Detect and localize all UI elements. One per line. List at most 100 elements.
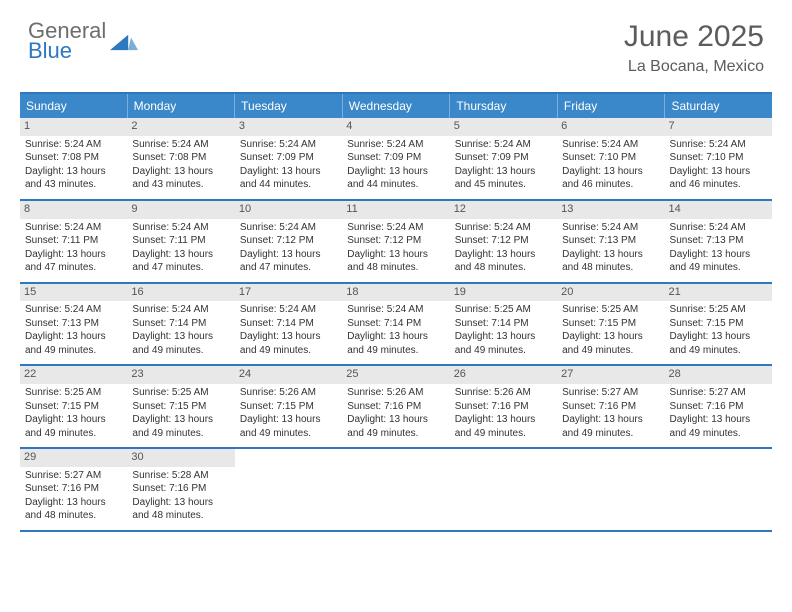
daylight-label: and 49 minutes. bbox=[347, 345, 444, 358]
daylight-label: and 49 minutes. bbox=[670, 345, 767, 358]
calendar-day: 8Sunrise: 5:24 AMSunset: 7:11 PMDaylight… bbox=[20, 201, 127, 282]
daylight-label: and 48 minutes. bbox=[455, 262, 552, 275]
day-number: 1 bbox=[20, 118, 127, 136]
day-number: 22 bbox=[20, 366, 127, 384]
sunrise-label: Sunrise: 5:24 AM bbox=[25, 139, 122, 152]
sunset-label: Sunset: 7:10 PM bbox=[670, 152, 767, 165]
daylight-label: Daylight: 13 hours bbox=[132, 414, 229, 427]
daylight-label: Daylight: 13 hours bbox=[240, 166, 337, 179]
daylight-label: Daylight: 13 hours bbox=[240, 331, 337, 344]
day-number: 30 bbox=[127, 449, 234, 467]
daylight-label: and 48 minutes. bbox=[132, 510, 229, 523]
calendar-day: 22Sunrise: 5:25 AMSunset: 7:15 PMDayligh… bbox=[20, 366, 127, 447]
sunset-label: Sunset: 7:11 PM bbox=[25, 235, 122, 248]
calendar-week: 1Sunrise: 5:24 AMSunset: 7:08 PMDaylight… bbox=[20, 118, 772, 201]
sunrise-label: Sunrise: 5:27 AM bbox=[562, 387, 659, 400]
calendar-day-empty bbox=[557, 449, 664, 530]
daylight-label: and 47 minutes. bbox=[240, 262, 337, 275]
daylight-label: and 48 minutes. bbox=[25, 510, 122, 523]
sunset-label: Sunset: 7:16 PM bbox=[132, 483, 229, 496]
weekday-header: Wednesday bbox=[343, 94, 451, 118]
daylight-label: Daylight: 13 hours bbox=[132, 249, 229, 262]
sunrise-label: Sunrise: 5:27 AM bbox=[25, 470, 122, 483]
daylight-label: Daylight: 13 hours bbox=[455, 414, 552, 427]
daylight-label: Daylight: 13 hours bbox=[240, 249, 337, 262]
sunset-label: Sunset: 7:09 PM bbox=[347, 152, 444, 165]
calendar-day: 23Sunrise: 5:25 AMSunset: 7:15 PMDayligh… bbox=[127, 366, 234, 447]
daylight-label: Daylight: 13 hours bbox=[25, 497, 122, 510]
sunrise-label: Sunrise: 5:24 AM bbox=[670, 139, 767, 152]
daylight-label: Daylight: 13 hours bbox=[670, 331, 767, 344]
day-number: 28 bbox=[665, 366, 772, 384]
calendar-day: 26Sunrise: 5:26 AMSunset: 7:16 PMDayligh… bbox=[450, 366, 557, 447]
day-number: 24 bbox=[235, 366, 342, 384]
day-number: 19 bbox=[450, 284, 557, 302]
daylight-label: and 49 minutes. bbox=[25, 345, 122, 358]
calendar-day: 10 Sunrise: 5:24 AMSunset: 7:12 PMDayligh… bbox=[235, 201, 342, 282]
sunset-label: Sunset: 7:14 PM bbox=[455, 318, 552, 331]
sunrise-label: Sunrise: 5:25 AM bbox=[562, 304, 659, 317]
sunrise-label: Sunrise: 5:25 AM bbox=[132, 387, 229, 400]
daylight-label: and 49 minutes. bbox=[132, 345, 229, 358]
sunset-label: Sunset: 7:08 PM bbox=[25, 152, 122, 165]
calendar-day: 13Sunrise: 5:24 AMSunset: 7:13 PMDayligh… bbox=[557, 201, 664, 282]
sunrise-label: Sunrise: 5:24 AM bbox=[25, 222, 122, 235]
daylight-label: and 48 minutes. bbox=[562, 262, 659, 275]
day-number: 13 bbox=[557, 201, 664, 219]
logo-mark-icon bbox=[110, 30, 138, 52]
sunrise-label: Sunrise: 5:24 AM bbox=[240, 304, 337, 317]
day-number: 29 bbox=[20, 449, 127, 467]
sunrise-label: Sunrise: 5:26 AM bbox=[347, 387, 444, 400]
calendar-day: 27Sunrise: 5:27 AMSunset: 7:16 PMDayligh… bbox=[557, 366, 664, 447]
logo-blue: Blue bbox=[28, 40, 106, 62]
daylight-label: and 49 minutes. bbox=[132, 428, 229, 441]
daylight-label: Daylight: 13 hours bbox=[455, 166, 552, 179]
daylight-label: and 49 minutes. bbox=[562, 345, 659, 358]
daylight-label: and 49 minutes. bbox=[240, 428, 337, 441]
daylight-label: Daylight: 13 hours bbox=[455, 249, 552, 262]
weekday-row: SundayMondayTuesdayWednesdayThursdayFrid… bbox=[20, 94, 772, 118]
calendar-day-empty bbox=[450, 449, 557, 530]
sunset-label: Sunset: 7:10 PM bbox=[562, 152, 659, 165]
daylight-label: and 47 minutes. bbox=[25, 262, 122, 275]
sunrise-label: Sunrise: 5:24 AM bbox=[240, 222, 337, 235]
calendar-day: 4Sunrise: 5:24 AMSunset: 7:09 PMDaylight… bbox=[342, 118, 449, 199]
sunrise-label: Sunrise: 5:26 AM bbox=[455, 387, 552, 400]
day-number: 14 bbox=[665, 201, 772, 219]
calendar-day: 12Sunrise: 5:24 AMSunset: 7:12 PMDayligh… bbox=[450, 201, 557, 282]
daylight-label: Daylight: 13 hours bbox=[562, 166, 659, 179]
sunrise-label: Sunrise: 5:24 AM bbox=[455, 139, 552, 152]
sunset-label: Sunset: 7:08 PM bbox=[132, 152, 229, 165]
logo: General Blue bbox=[28, 20, 138, 62]
calendar-grid: 1Sunrise: 5:24 AMSunset: 7:08 PMDaylight… bbox=[20, 118, 772, 532]
title-block: June 2025 La Bocana, Mexico bbox=[624, 20, 764, 76]
sunset-label: Sunset: 7:15 PM bbox=[132, 401, 229, 414]
sunset-label: Sunset: 7:15 PM bbox=[670, 318, 767, 331]
weekday-header: Monday bbox=[128, 94, 236, 118]
location-label: La Bocana, Mexico bbox=[624, 58, 764, 76]
calendar-day-empty bbox=[665, 449, 772, 530]
calendar-week: 8Sunrise: 5:24 AMSunset: 7:11 PMDaylight… bbox=[20, 201, 772, 284]
sunrise-label: Sunrise: 5:24 AM bbox=[347, 222, 444, 235]
daylight-label: Daylight: 13 hours bbox=[132, 166, 229, 179]
daylight-label: Daylight: 13 hours bbox=[347, 331, 444, 344]
day-number: 21 bbox=[665, 284, 772, 302]
sunset-label: Sunset: 7:12 PM bbox=[347, 235, 444, 248]
sunrise-label: Sunrise: 5:25 AM bbox=[670, 304, 767, 317]
daylight-label: Daylight: 13 hours bbox=[347, 249, 444, 262]
day-number: 10 bbox=[235, 201, 342, 219]
weekday-header: Saturday bbox=[665, 94, 772, 118]
day-number: 3 bbox=[235, 118, 342, 136]
daylight-label: and 49 minutes. bbox=[25, 428, 122, 441]
sunrise-label: Sunrise: 5:25 AM bbox=[25, 387, 122, 400]
sunset-label: Sunset: 7:16 PM bbox=[455, 401, 552, 414]
day-number: 25 bbox=[342, 366, 449, 384]
daylight-label: and 47 minutes. bbox=[132, 262, 229, 275]
calendar-day: 1Sunrise: 5:24 AMSunset: 7:08 PMDaylight… bbox=[20, 118, 127, 199]
sunset-label: Sunset: 7:12 PM bbox=[240, 235, 337, 248]
calendar: SundayMondayTuesdayWednesdayThursdayFrid… bbox=[20, 92, 772, 532]
sunset-label: Sunset: 7:16 PM bbox=[562, 401, 659, 414]
daylight-label: Daylight: 13 hours bbox=[562, 414, 659, 427]
sunset-label: Sunset: 7:14 PM bbox=[132, 318, 229, 331]
daylight-label: and 43 minutes. bbox=[132, 179, 229, 192]
